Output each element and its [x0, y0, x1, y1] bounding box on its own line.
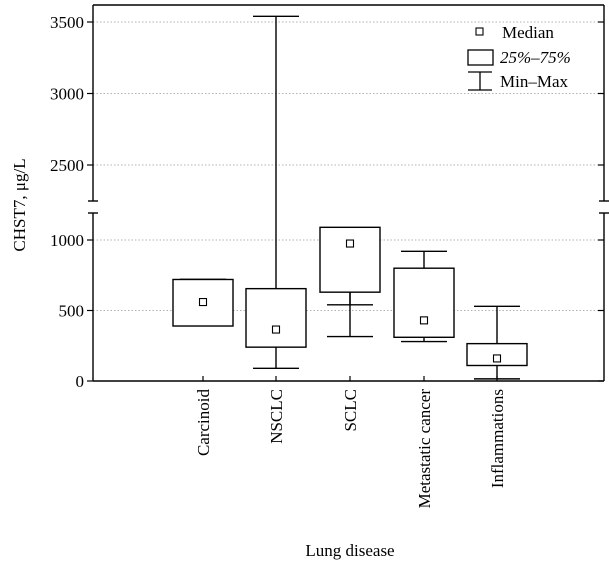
iqr-box: [245, 287, 307, 348]
plot-frame: [88, 4, 609, 382]
y-tick-label: 2500: [50, 156, 84, 175]
legend-label: Min–Max: [500, 72, 569, 91]
y-tick-label: 500: [59, 302, 85, 321]
x-axis-label: Lung disease: [305, 541, 394, 560]
iqr-box: [393, 267, 455, 338]
legend-box-symbol: [467, 49, 494, 66]
box-series: [172, 15, 528, 380]
x-tick-label: Carcinoid: [194, 389, 213, 457]
legend-label: Median: [502, 23, 554, 42]
median-marker: [492, 354, 502, 363]
legend-median-symbol: [475, 27, 484, 36]
y-tick-label: 3000: [50, 85, 84, 104]
iqr-box: [319, 226, 381, 293]
x-tick-label: Inflammations: [488, 389, 507, 488]
x-tick-label: NSCLC: [267, 389, 286, 444]
box-group-metastatic-cancer: [393, 250, 455, 343]
box-group-sclc: [319, 226, 381, 338]
box-group-inflammations: [466, 305, 528, 380]
box-group-carcinoid: [172, 278, 234, 327]
y-tick-label: 0: [76, 372, 85, 391]
y-tick-label: 1000: [50, 231, 84, 250]
y-axis-ticks: 0 500 1000 2500 3000 3500: [50, 13, 604, 391]
y-tick-label: 3500: [50, 13, 84, 32]
y-axis-label: CHST7, μg/L: [10, 158, 29, 251]
x-axis-tick-labels: Carcinoid NSCLC SCLC Metastatic cancer Infla…: [194, 376, 507, 508]
x-tick-label: Metastatic cancer: [415, 389, 434, 509]
x-tick-label: SCLC: [341, 389, 360, 432]
median-marker: [271, 325, 281, 334]
median-marker: [419, 316, 429, 325]
box-group-nsclc: [245, 15, 307, 370]
legend-label: 25%–75%: [500, 48, 571, 67]
legend: Median 25%–75% Min–Max: [467, 23, 571, 91]
median-marker: [198, 297, 208, 307]
median-marker: [345, 239, 355, 248]
